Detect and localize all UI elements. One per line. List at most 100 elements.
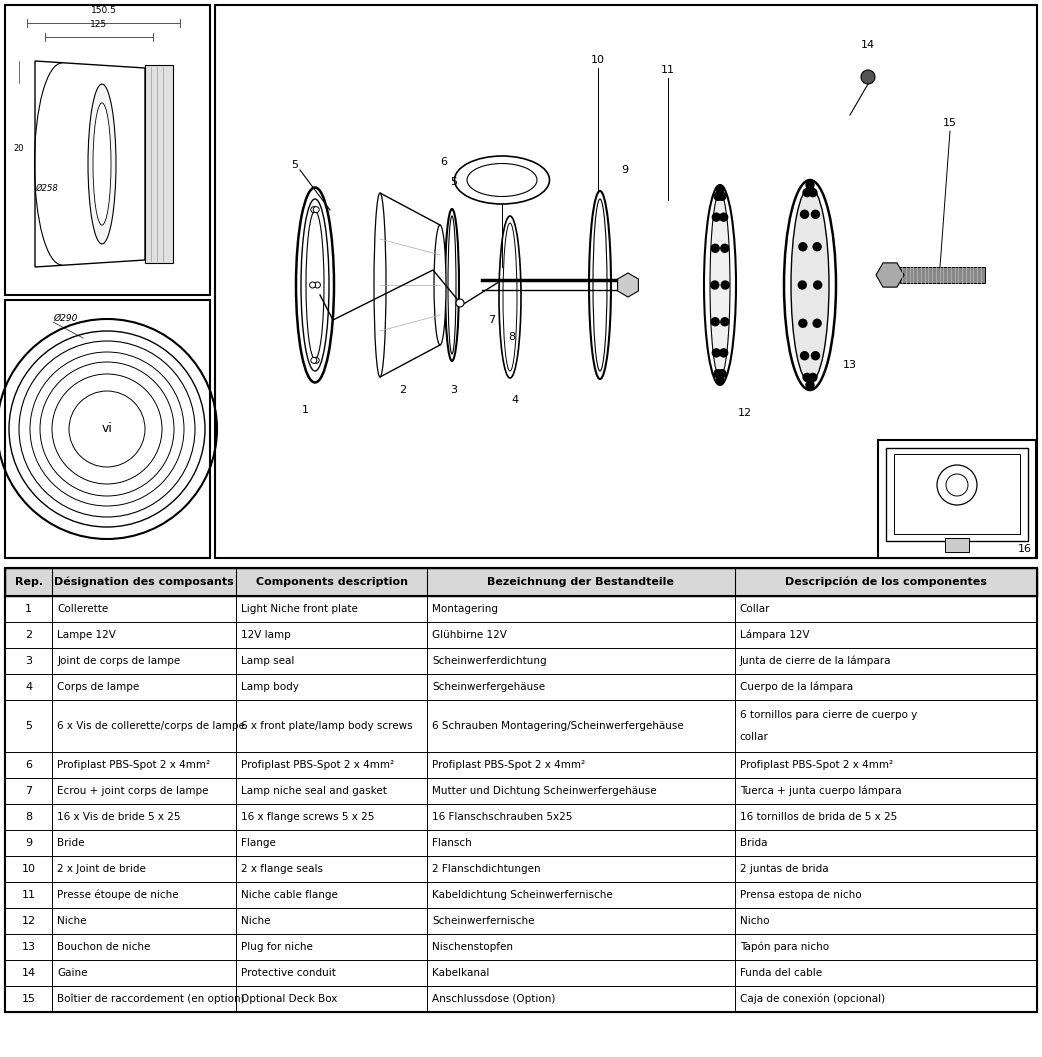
Text: Profiplast PBS-Spot 2 x 4mm²: Profiplast PBS-Spot 2 x 4mm² xyxy=(57,760,210,769)
Text: 6 x Vis de collerette/corps de lampe: 6 x Vis de collerette/corps de lampe xyxy=(57,721,245,731)
Ellipse shape xyxy=(499,216,521,378)
Circle shape xyxy=(721,281,729,289)
Text: Bezeichnung der Bestandteile: Bezeichnung der Bestandteile xyxy=(488,577,674,587)
Circle shape xyxy=(813,319,821,328)
Circle shape xyxy=(315,282,320,288)
Bar xyxy=(145,64,173,263)
Text: 2 x Joint de bride: 2 x Joint de bride xyxy=(57,864,146,874)
Circle shape xyxy=(799,243,807,251)
Text: 5: 5 xyxy=(450,177,457,187)
Text: Profiplast PBS-Spot 2 x 4mm²: Profiplast PBS-Spot 2 x 4mm² xyxy=(241,760,394,769)
Text: 2 juntas de brida: 2 juntas de brida xyxy=(740,864,828,874)
Circle shape xyxy=(812,352,819,359)
Ellipse shape xyxy=(448,216,456,354)
Bar xyxy=(945,538,969,552)
Text: Cuerpo de la lámpara: Cuerpo de la lámpara xyxy=(740,682,852,692)
Circle shape xyxy=(716,377,724,385)
Text: 4: 4 xyxy=(25,682,32,692)
Text: 1: 1 xyxy=(25,604,32,614)
Circle shape xyxy=(456,299,464,307)
Bar xyxy=(894,455,1020,534)
Bar xyxy=(5,300,210,558)
Bar xyxy=(5,622,1037,648)
Text: 14: 14 xyxy=(861,40,875,50)
Circle shape xyxy=(712,318,719,326)
Circle shape xyxy=(809,188,817,197)
Ellipse shape xyxy=(791,187,829,383)
Text: 4: 4 xyxy=(512,395,519,405)
Ellipse shape xyxy=(593,199,607,371)
Text: Joint de corps de lampe: Joint de corps de lampe xyxy=(57,656,180,666)
Text: 6 x front plate/lamp body screws: 6 x front plate/lamp body screws xyxy=(241,721,413,731)
Text: 12V lamp: 12V lamp xyxy=(241,630,291,639)
Text: Lamp body: Lamp body xyxy=(241,682,299,692)
Bar xyxy=(5,648,1037,674)
Text: Boîtier de raccordement (en option): Boîtier de raccordement (en option) xyxy=(57,994,245,1004)
Circle shape xyxy=(861,70,875,84)
Text: 150.5: 150.5 xyxy=(91,6,117,15)
Bar xyxy=(215,5,1037,558)
Text: Plug for niche: Plug for niche xyxy=(241,942,313,952)
Text: Presse étoupe de niche: Presse étoupe de niche xyxy=(57,890,179,901)
Text: 16 x Vis de bride 5 x 25: 16 x Vis de bride 5 x 25 xyxy=(57,812,181,822)
Text: Scheinwerferdichtung: Scheinwerferdichtung xyxy=(432,656,547,666)
Text: Tapón para nicho: Tapón para nicho xyxy=(740,942,828,952)
Ellipse shape xyxy=(704,185,736,385)
Text: 16 x flange screws 5 x 25: 16 x flange screws 5 x 25 xyxy=(241,812,374,822)
Bar xyxy=(5,856,1037,882)
Circle shape xyxy=(946,474,968,496)
Circle shape xyxy=(718,370,726,377)
Bar xyxy=(900,267,985,283)
Ellipse shape xyxy=(784,180,836,390)
Bar xyxy=(5,5,210,295)
Polygon shape xyxy=(380,193,440,377)
Text: 15: 15 xyxy=(22,994,35,1004)
Ellipse shape xyxy=(454,156,549,204)
Text: Junta de cierre de la lámpara: Junta de cierre de la lámpara xyxy=(740,655,891,666)
Ellipse shape xyxy=(467,164,537,197)
Text: Bouchon de niche: Bouchon de niche xyxy=(57,942,151,952)
Text: Glühbirne 12V: Glühbirne 12V xyxy=(432,630,507,639)
Circle shape xyxy=(807,381,814,389)
Circle shape xyxy=(718,192,726,201)
Ellipse shape xyxy=(710,192,730,377)
Bar xyxy=(5,830,1037,856)
Circle shape xyxy=(311,207,317,212)
Bar xyxy=(5,986,1037,1012)
Bar xyxy=(878,440,1036,558)
Text: Profiplast PBS-Spot 2 x 4mm²: Profiplast PBS-Spot 2 x 4mm² xyxy=(740,760,893,769)
Text: 6: 6 xyxy=(25,760,32,769)
Text: collar: collar xyxy=(740,733,769,742)
Text: Scheinwerfergehäuse: Scheinwerfergehäuse xyxy=(432,682,545,692)
Circle shape xyxy=(714,192,722,201)
Bar xyxy=(5,568,1037,1012)
Text: Désignation des composants: Désignation des composants xyxy=(54,577,234,588)
Ellipse shape xyxy=(296,187,334,383)
Circle shape xyxy=(803,373,811,382)
Text: Corps de lampe: Corps de lampe xyxy=(57,682,140,692)
Text: Funda del cable: Funda del cable xyxy=(740,968,822,978)
Polygon shape xyxy=(35,61,145,267)
Text: Tuerca + junta cuerpo lámpara: Tuerca + junta cuerpo lámpara xyxy=(740,785,901,796)
Text: 2 x flange seals: 2 x flange seals xyxy=(241,864,323,874)
Ellipse shape xyxy=(374,193,386,377)
Text: Bride: Bride xyxy=(57,838,85,848)
Bar xyxy=(5,568,1037,1012)
Text: Descripción de los componentes: Descripción de los componentes xyxy=(785,577,987,588)
Circle shape xyxy=(714,370,722,377)
Text: Kabelkanal: Kabelkanal xyxy=(432,968,490,978)
Circle shape xyxy=(721,318,728,326)
Circle shape xyxy=(814,281,822,289)
Text: Niche cable flange: Niche cable flange xyxy=(241,890,338,900)
Circle shape xyxy=(800,352,809,359)
Circle shape xyxy=(807,181,814,189)
Text: Flange: Flange xyxy=(241,838,276,848)
Text: Collar: Collar xyxy=(740,604,770,614)
Circle shape xyxy=(309,282,316,288)
Text: 8: 8 xyxy=(25,812,32,822)
Text: 7: 7 xyxy=(25,786,32,796)
Text: 2: 2 xyxy=(399,385,406,395)
Circle shape xyxy=(716,185,724,193)
Text: Collerette: Collerette xyxy=(57,604,108,614)
Ellipse shape xyxy=(306,211,324,359)
